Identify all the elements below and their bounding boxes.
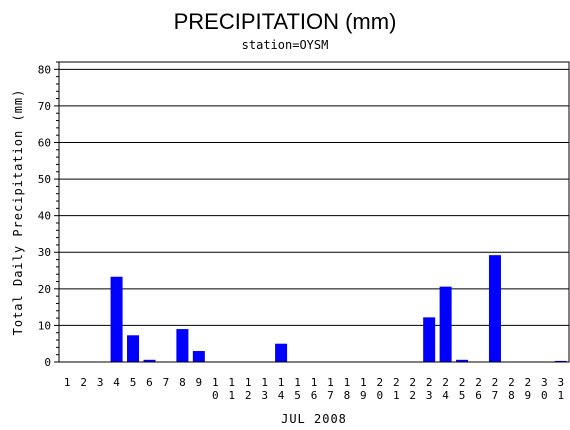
bar (192, 351, 205, 362)
y-tick-label: 80 (38, 63, 51, 76)
x-tick-label: 9 (196, 376, 203, 389)
y-tick-label: 50 (38, 173, 51, 186)
y-axis: 0 10 20 30 40 50 60 70 80 (38, 61, 59, 369)
y-tick-label: 30 (38, 246, 51, 259)
y-tick-label: 10 (38, 319, 51, 332)
bar (456, 359, 469, 362)
x-tick-label: 6 (146, 376, 153, 389)
x-axis: 1 2 3 4 5 6 7 8 9 1 01 11 21 31 41 51 61 71 81 92 02 12 22 32 42… (64, 376, 564, 402)
y-tick-label: 60 (38, 136, 51, 149)
x-axis-label: JUL 2008 (281, 412, 347, 426)
x-tick-label: 1 (64, 376, 71, 389)
y-tick-label: 20 (38, 283, 51, 296)
gridlines (59, 68, 569, 326)
bar (127, 335, 140, 362)
y-tick-label: 40 (38, 210, 51, 223)
bar (143, 359, 156, 362)
x-tick-label: 4 (113, 376, 120, 389)
chart-subtitle: station=OYSM (242, 38, 329, 52)
bar (439, 286, 452, 362)
bar (488, 255, 501, 362)
y-tick-label: 70 (38, 100, 51, 113)
bar (554, 360, 567, 362)
y-tick-label: 0 (44, 356, 51, 369)
bar (110, 276, 123, 362)
bar (176, 329, 189, 362)
bars (110, 255, 567, 362)
x-tick-label: 3 (97, 376, 104, 389)
y-axis-label: Total Daily Precipitation (mm) (11, 89, 25, 336)
chart-title: PRECIPITATION (mm) (174, 9, 397, 34)
x-tick-label: 7 (163, 376, 170, 389)
bar (275, 343, 288, 362)
x-tick-label: 8 (179, 376, 186, 389)
plot-area-frame (58, 61, 570, 363)
bar (423, 317, 436, 362)
x-tick-label: 5 (130, 376, 137, 389)
x-tick-label: 2 (80, 376, 87, 389)
